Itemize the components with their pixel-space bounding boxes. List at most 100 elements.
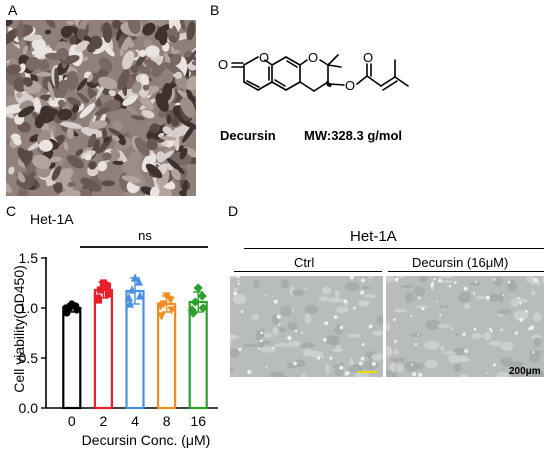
cell-highlight bbox=[353, 306, 356, 310]
herb-fragment bbox=[61, 55, 80, 65]
cell bbox=[437, 323, 451, 329]
cell bbox=[336, 306, 349, 313]
cell bbox=[386, 322, 391, 331]
cell bbox=[272, 326, 279, 336]
cell-highlight bbox=[438, 278, 442, 283]
micrograph-group-label: Het-1A bbox=[350, 228, 397, 245]
herb-fragment bbox=[111, 120, 123, 132]
cell bbox=[318, 296, 330, 302]
cell-highlight bbox=[293, 361, 297, 366]
cell bbox=[257, 340, 265, 348]
herb-fragment bbox=[112, 160, 124, 165]
herb-fragment bbox=[21, 149, 33, 161]
atom-o-lactone: O bbox=[259, 50, 270, 65]
herb-fragment bbox=[66, 155, 85, 169]
cell-highlight bbox=[350, 358, 353, 361]
herb-fragment bbox=[25, 56, 40, 71]
herb-fragment bbox=[66, 20, 75, 26]
ctrl-micrograph bbox=[230, 276, 383, 377]
herb-fragment bbox=[108, 89, 117, 97]
significance-label: ns bbox=[138, 228, 152, 243]
herb-fragment bbox=[171, 168, 181, 181]
herb-fragment bbox=[94, 107, 111, 116]
bar-4 bbox=[125, 289, 145, 410]
cell bbox=[230, 334, 240, 340]
data-point bbox=[130, 273, 140, 282]
cell-highlight bbox=[464, 349, 469, 354]
scale-bar-marker bbox=[357, 371, 377, 373]
cell bbox=[457, 291, 472, 303]
cell bbox=[304, 313, 311, 324]
herb-fragment bbox=[142, 84, 150, 91]
herb-fragment bbox=[161, 83, 173, 102]
cell bbox=[439, 276, 454, 279]
herb-fragment bbox=[98, 57, 113, 72]
cell bbox=[453, 363, 462, 372]
cell-highlight bbox=[240, 310, 244, 314]
y-tick-label: 0.5 bbox=[19, 350, 39, 366]
cell bbox=[279, 305, 292, 316]
data-point bbox=[187, 305, 197, 315]
cell bbox=[357, 300, 370, 307]
cell bbox=[533, 337, 542, 348]
cell bbox=[260, 346, 276, 353]
herb-fragment bbox=[88, 161, 97, 170]
herb-fragment bbox=[23, 77, 33, 87]
cell-highlight bbox=[502, 294, 505, 297]
herb-fragment bbox=[60, 26, 73, 38]
cell bbox=[496, 371, 510, 377]
cell bbox=[424, 359, 438, 368]
cell bbox=[264, 332, 273, 339]
y-tick-label: 1.0 bbox=[19, 300, 39, 316]
cell bbox=[453, 347, 467, 355]
cell-highlight bbox=[454, 281, 457, 284]
cell bbox=[333, 364, 339, 369]
herb-fragment bbox=[186, 21, 196, 41]
herb-fragment bbox=[17, 121, 31, 133]
herb-fragment bbox=[162, 126, 173, 135]
cell bbox=[441, 351, 457, 355]
herb-fragment bbox=[160, 136, 177, 141]
herb-fragment bbox=[156, 151, 166, 163]
herb-fragment bbox=[10, 133, 21, 141]
herb-fragment bbox=[166, 157, 185, 175]
herb-fragment bbox=[103, 136, 111, 144]
data-point bbox=[127, 285, 137, 294]
herb-fragment bbox=[146, 138, 158, 151]
cell-highlight bbox=[492, 363, 496, 367]
cell-highlight bbox=[371, 361, 376, 366]
treatment-label: Decursin (16μM) bbox=[412, 255, 509, 270]
herb-photo bbox=[6, 20, 196, 196]
herb-fragment bbox=[111, 135, 120, 142]
herb-fragment bbox=[102, 22, 113, 43]
herb-fragment bbox=[170, 53, 182, 66]
herb-fragment bbox=[117, 68, 130, 91]
cell bbox=[230, 348, 240, 358]
cell bbox=[489, 340, 502, 347]
cell-highlight bbox=[417, 334, 419, 336]
bar-2 bbox=[93, 288, 114, 410]
cell-highlight bbox=[260, 331, 264, 335]
herb-fragment bbox=[83, 35, 91, 42]
cell bbox=[331, 348, 344, 352]
cell-highlight bbox=[485, 295, 490, 300]
herb-fragment bbox=[179, 147, 188, 160]
cell bbox=[303, 348, 312, 357]
data-point bbox=[68, 300, 76, 308]
cell-highlight bbox=[344, 372, 349, 376]
herb-fragment bbox=[32, 154, 51, 170]
bar-group-4 bbox=[124, 273, 145, 410]
herb-fragment bbox=[86, 43, 96, 53]
panel-letter-a: A bbox=[8, 2, 18, 18]
cell-highlight bbox=[361, 278, 365, 283]
herb-photo-drawing bbox=[6, 20, 196, 196]
cell bbox=[305, 304, 318, 314]
herb-fragment bbox=[182, 123, 196, 143]
cell-highlight bbox=[431, 287, 434, 290]
cell bbox=[488, 293, 501, 302]
cell-highlight bbox=[394, 277, 399, 282]
cell bbox=[475, 295, 485, 300]
data-point bbox=[166, 296, 175, 305]
herb-fragment bbox=[89, 120, 108, 130]
y-axis-label: Cell viability(OD450) bbox=[11, 265, 27, 393]
